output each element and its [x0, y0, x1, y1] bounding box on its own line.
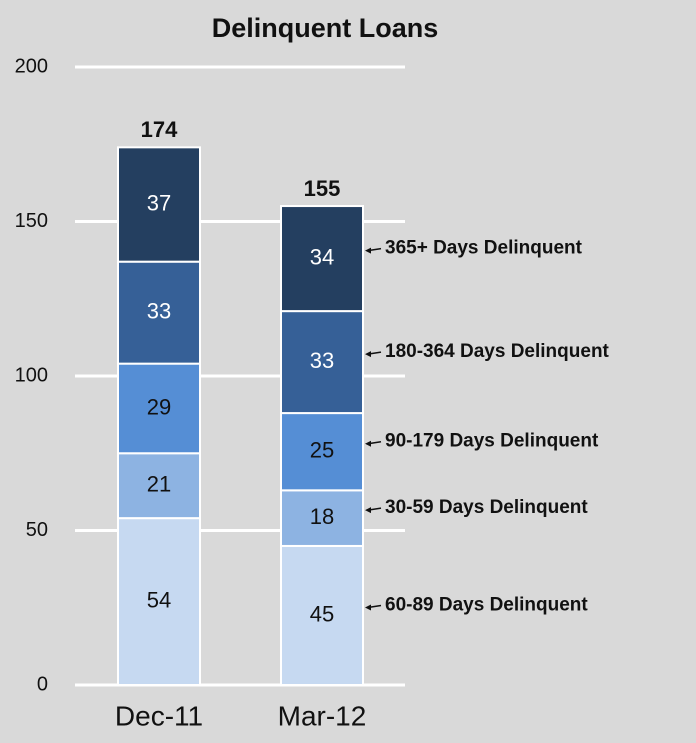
- y-tick-label: 200: [15, 55, 48, 77]
- legend-arrowhead: [365, 351, 371, 358]
- value-label: 34: [310, 244, 334, 269]
- value-label: 45: [310, 601, 334, 626]
- y-tick-label: 0: [37, 673, 48, 695]
- value-label: 54: [147, 587, 171, 612]
- x-tick-label: Dec-11: [115, 700, 203, 731]
- bar-segment: [280, 205, 364, 313]
- legend-label: 365+ Days Delinquent: [385, 238, 583, 259]
- legend-arrowhead: [365, 440, 371, 447]
- value-label: 33: [147, 298, 171, 323]
- legend-arrowhead: [365, 247, 371, 254]
- bar-segment: [117, 452, 201, 520]
- legend-label: 180-364 Days Delinquent: [385, 341, 610, 362]
- bar-segment: [117, 517, 201, 687]
- y-tick-label: 50: [26, 519, 48, 541]
- bar-segment: [117, 146, 201, 263]
- legend-arrowhead: [365, 507, 371, 514]
- value-label: 33: [310, 348, 334, 373]
- bar-segment: [280, 310, 364, 415]
- value-label: 29: [147, 394, 171, 419]
- value-label: 37: [147, 190, 171, 215]
- legend-label: 30-59 Days Delinquent: [385, 497, 588, 518]
- bar-segment: [280, 489, 364, 547]
- value-label: 21: [147, 472, 171, 497]
- legend-label: 90-179 Days Delinquent: [385, 431, 599, 452]
- y-tick-label: 150: [15, 210, 48, 232]
- total-label: 174: [141, 117, 178, 142]
- x-tick-label: Mar-12: [278, 700, 367, 731]
- value-label: 25: [310, 438, 334, 463]
- y-tick-label: 100: [15, 364, 48, 386]
- legend-label: 60-89 Days Delinquent: [385, 594, 588, 615]
- chart-title: Delinquent Loans: [212, 13, 439, 43]
- total-label: 155: [304, 176, 341, 201]
- bar-segment: [280, 412, 364, 492]
- legend-arrowhead: [365, 604, 371, 611]
- value-label: 18: [310, 504, 334, 529]
